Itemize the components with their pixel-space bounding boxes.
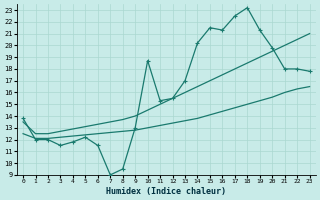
X-axis label: Humidex (Indice chaleur): Humidex (Indice chaleur) [106, 187, 226, 196]
